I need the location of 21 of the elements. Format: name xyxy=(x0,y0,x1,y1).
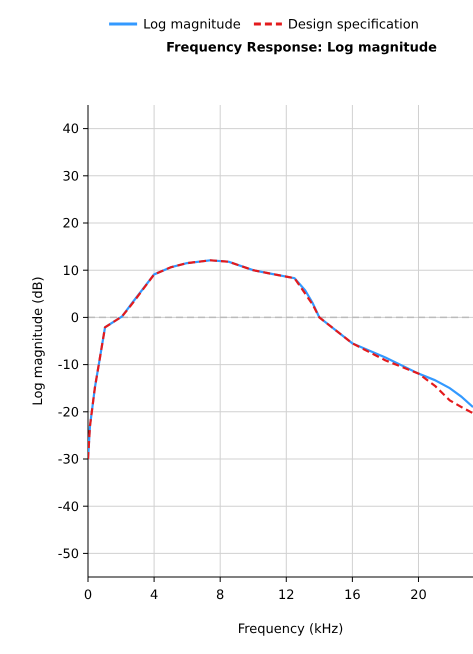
y-tick-label: 30 xyxy=(62,169,79,184)
y-tick-label: -50 xyxy=(58,546,79,562)
x-axis-title: Frequency (kHz) xyxy=(238,622,344,637)
x-tick-label: 8 xyxy=(216,588,224,603)
y-tick-label: 40 xyxy=(62,122,79,138)
x-tick-label: 20 xyxy=(410,588,427,603)
x-tick-label: 0 xyxy=(84,588,92,603)
y-tick-label: -10 xyxy=(58,358,79,374)
chart-title: Frequency Response: Log magnitude xyxy=(166,40,438,56)
y-tick-label: -30 xyxy=(58,452,79,468)
y-tick-label: -20 xyxy=(58,405,79,420)
y-tick-label: -40 xyxy=(58,500,79,515)
y-axis-title: Log magnitude (dB) xyxy=(31,276,46,406)
y-tick-label: 20 xyxy=(62,216,79,232)
legend-label: Design specification xyxy=(288,18,419,33)
x-tick-label: 4 xyxy=(150,588,158,603)
legend-label: Log magnitude xyxy=(143,18,241,33)
x-tick-label: 16 xyxy=(344,588,361,603)
x-tick-label: 12 xyxy=(278,588,295,603)
y-tick-label: 10 xyxy=(62,264,79,279)
y-tick-label: 0 xyxy=(70,310,79,326)
